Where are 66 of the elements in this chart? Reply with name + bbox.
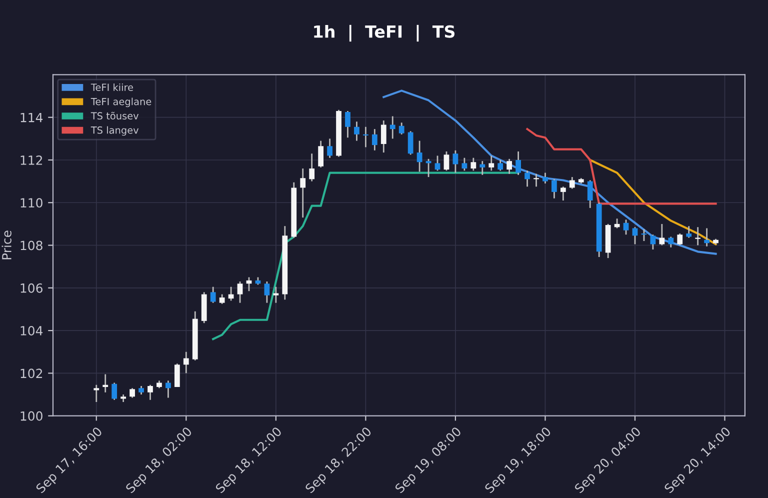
candlestick — [273, 286, 279, 304]
candlestick — [632, 226, 638, 245]
candlestick — [327, 138, 332, 159]
chart-title: 1h | TeFI | TS — [314, 24, 455, 42]
y-tick-label: 100 — [20, 411, 42, 421]
candlestick — [587, 180, 593, 209]
candlestick — [309, 152, 315, 182]
candlestick — [668, 236, 674, 248]
candlestick — [148, 384, 153, 401]
candlestick — [677, 232, 683, 246]
candlestick — [516, 150, 521, 176]
candlestick — [380, 120, 386, 154]
candlestick — [506, 158, 512, 175]
candlestick — [552, 178, 557, 200]
candlestick — [219, 294, 225, 305]
legend-label: TeFI kiire — [90, 83, 133, 91]
y-tick-label: 108 — [20, 240, 42, 250]
y-tick-label: 114 — [20, 112, 43, 122]
candlestick — [130, 387, 135, 398]
candlestick — [488, 155, 494, 172]
candlestick — [354, 120, 360, 142]
candlestick — [318, 140, 324, 168]
candlestick — [470, 157, 476, 172]
candlestick — [560, 186, 566, 202]
candlestick — [112, 382, 118, 401]
y-tick-label: 110 — [20, 198, 42, 208]
candlestick — [542, 172, 548, 184]
candlestick — [704, 228, 710, 248]
candlestick — [462, 157, 468, 172]
candlestick — [695, 226, 701, 246]
candlestick — [650, 234, 656, 250]
candlestick — [102, 374, 108, 394]
candlestick — [183, 351, 189, 374]
candlestick — [166, 380, 171, 398]
candlestick — [94, 384, 100, 403]
candlestick — [345, 110, 350, 138]
legend-label: TS tõusev — [90, 112, 139, 120]
candlestick — [264, 280, 270, 304]
candlestick — [659, 223, 665, 246]
candlestick — [623, 218, 629, 236]
candlestick — [362, 126, 368, 148]
candlestick — [372, 128, 378, 152]
candlestick — [444, 150, 450, 172]
candlestick — [480, 160, 486, 176]
y-tick-label: 104 — [20, 326, 43, 336]
legend-label: TeFI aeglane — [90, 98, 152, 108]
candlestick — [398, 122, 404, 136]
y-tick-label: 106 — [20, 283, 42, 293]
y-tick-label: 112 — [20, 155, 42, 165]
candlestick — [237, 280, 243, 304]
candlestick — [452, 150, 458, 174]
candlestick — [300, 168, 306, 218]
y-tick-label: 102 — [20, 368, 42, 378]
candlestick — [498, 159, 504, 172]
y-axis-title: Price — [2, 230, 12, 260]
candlestick — [408, 130, 414, 156]
candlestick — [534, 173, 539, 188]
candlestick — [210, 286, 216, 304]
candlestick — [569, 176, 575, 190]
legend-label: TS langev — [90, 126, 139, 136]
candlestick — [686, 225, 692, 238]
candlestick — [416, 140, 422, 172]
candlestick — [524, 170, 530, 188]
candlestick — [174, 362, 180, 388]
candlestick — [390, 116, 396, 140]
candlestick — [434, 155, 440, 172]
